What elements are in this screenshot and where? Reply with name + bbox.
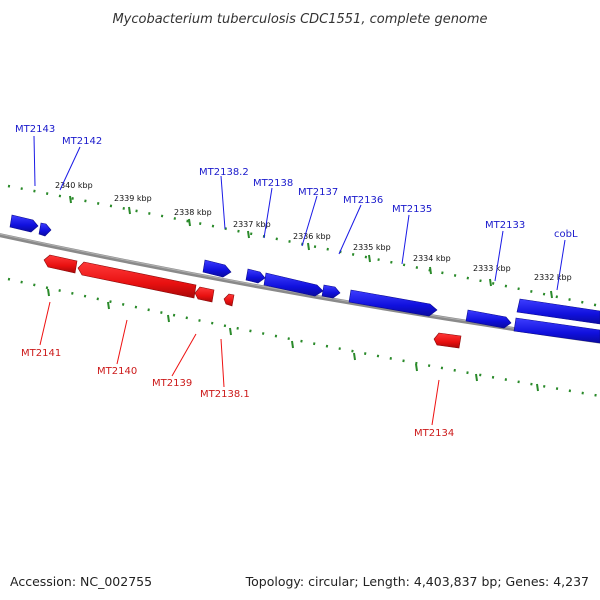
gene-arrow-mt2134[interactable] — [433, 332, 462, 349]
gene-label-mt2134[interactable]: MT2134 — [414, 428, 454, 439]
major-tick — [429, 266, 432, 275]
forward-gene-arrows — [9, 214, 600, 344]
forward-callout-lines — [33, 135, 566, 291]
major-tick — [107, 301, 110, 310]
callout-line — [220, 175, 226, 230]
ruler-reverse-dots — [7, 277, 600, 398]
ruler-forward-ticks — [69, 195, 553, 299]
gene-arrow-mt2141[interactable] — [43, 254, 78, 274]
gene-label-mt2140[interactable]: MT2140 — [97, 366, 137, 377]
gene-arrow-mt2143[interactable] — [9, 214, 39, 233]
major-tick — [229, 327, 232, 336]
gene-arrow-mt2140[interactable] — [77, 261, 197, 299]
gene-label-mt2135[interactable]: MT2135 — [392, 204, 432, 215]
gene-arrow-mt2138[interactable] — [245, 268, 266, 284]
major-tick — [167, 314, 170, 323]
major-tick — [47, 288, 50, 297]
ruler-label: 2332 kbp — [534, 273, 572, 282]
major-tick — [489, 278, 492, 287]
gene-label-mt2142[interactable]: MT2142 — [62, 136, 102, 147]
callout-line — [33, 135, 36, 187]
callout-line — [401, 214, 410, 265]
major-tick — [188, 218, 191, 227]
ruler-label: 2336 kbp — [293, 232, 331, 241]
accession-text: Accession: NC_002755 — [10, 574, 152, 589]
ruler-label: 2338 kbp — [174, 208, 212, 217]
ruler-labels: 2340 kbp 2339 kbp 2338 kbp 2337 kbp 2336… — [55, 181, 572, 282]
major-tick — [307, 242, 310, 251]
callout-line — [171, 333, 197, 377]
gene-label-mt2139[interactable]: MT2139 — [152, 378, 192, 389]
gene-arrow-mt2135[interactable] — [348, 289, 438, 317]
gene-arrow-mt2139[interactable] — [194, 286, 215, 303]
major-tick — [550, 290, 553, 299]
callout-line — [494, 230, 504, 282]
topology-text: Topology: circular; Length: 4,403,837 bp… — [245, 574, 589, 589]
major-tick — [291, 340, 294, 349]
reverse-gene-arrows — [43, 254, 462, 349]
gene-arrow-mt2137[interactable] — [263, 272, 324, 297]
ruler-label: 2333 kbp — [473, 264, 511, 273]
major-tick — [128, 206, 131, 215]
gene-arrow-cobl[interactable] — [513, 317, 600, 344]
callout-line — [39, 301, 51, 346]
ruler-label: 2335 kbp — [353, 243, 391, 252]
reverse-gene-labels: MT2141 MT2140 MT2139 MT2138.1 MT2134 — [21, 348, 454, 439]
major-tick — [69, 195, 72, 204]
gene-arrow-mt2134-blue[interactable] — [465, 309, 512, 329]
gene-label-cobl[interactable]: cobL — [554, 229, 578, 240]
ruler-forward-dots — [7, 184, 600, 308]
gene-arrow-mt2136[interactable] — [321, 284, 341, 299]
callout-line — [263, 187, 273, 239]
ruler-label: 2339 kbp — [114, 194, 152, 203]
map-title: Mycobacterium tuberculosis CDC1551, comp… — [112, 12, 487, 27]
gene-label-mt2138[interactable]: MT2138 — [253, 178, 293, 189]
callout-line — [59, 146, 81, 191]
callout-line — [556, 239, 566, 291]
gene-label-mt2133[interactable]: MT2133 — [485, 220, 525, 231]
callout-line — [338, 204, 362, 255]
callout-line — [220, 338, 225, 388]
forward-gene-labels: MT2143 MT2142 MT2138.2 MT2138 MT2137 MT2… — [15, 124, 578, 240]
major-tick — [368, 254, 371, 263]
callout-line — [116, 319, 128, 365]
major-tick — [415, 363, 418, 372]
gene-arrow-mt2142[interactable] — [38, 222, 52, 237]
gene-label-mt2143[interactable]: MT2143 — [15, 124, 55, 135]
callout-line — [431, 379, 440, 426]
major-tick — [247, 230, 250, 239]
ruler-label: 2340 kbp — [55, 181, 93, 190]
gene-arrow-mt2133[interactable] — [516, 298, 600, 325]
gene-label-mt2137[interactable]: MT2137 — [298, 187, 338, 198]
gene-arrow-mt2138-2[interactable] — [202, 259, 232, 278]
gene-label-mt2138-2[interactable]: MT2138.2 — [199, 167, 249, 178]
major-tick — [475, 373, 478, 382]
major-tick — [536, 383, 539, 392]
gene-label-mt2138-1[interactable]: MT2138.1 — [200, 389, 250, 400]
ruler-label: 2334 kbp — [413, 254, 451, 263]
gene-arrow-mt2138-1[interactable] — [223, 293, 235, 307]
major-tick — [353, 352, 356, 361]
gene-label-mt2136[interactable]: MT2136 — [343, 195, 383, 206]
callout-line — [301, 195, 318, 247]
reverse-callout-lines — [39, 301, 440, 426]
gene-label-mt2141[interactable]: MT2141 — [21, 348, 61, 359]
ruler-reverse-ticks — [47, 288, 539, 392]
ruler-label: 2337 kbp — [233, 220, 271, 229]
